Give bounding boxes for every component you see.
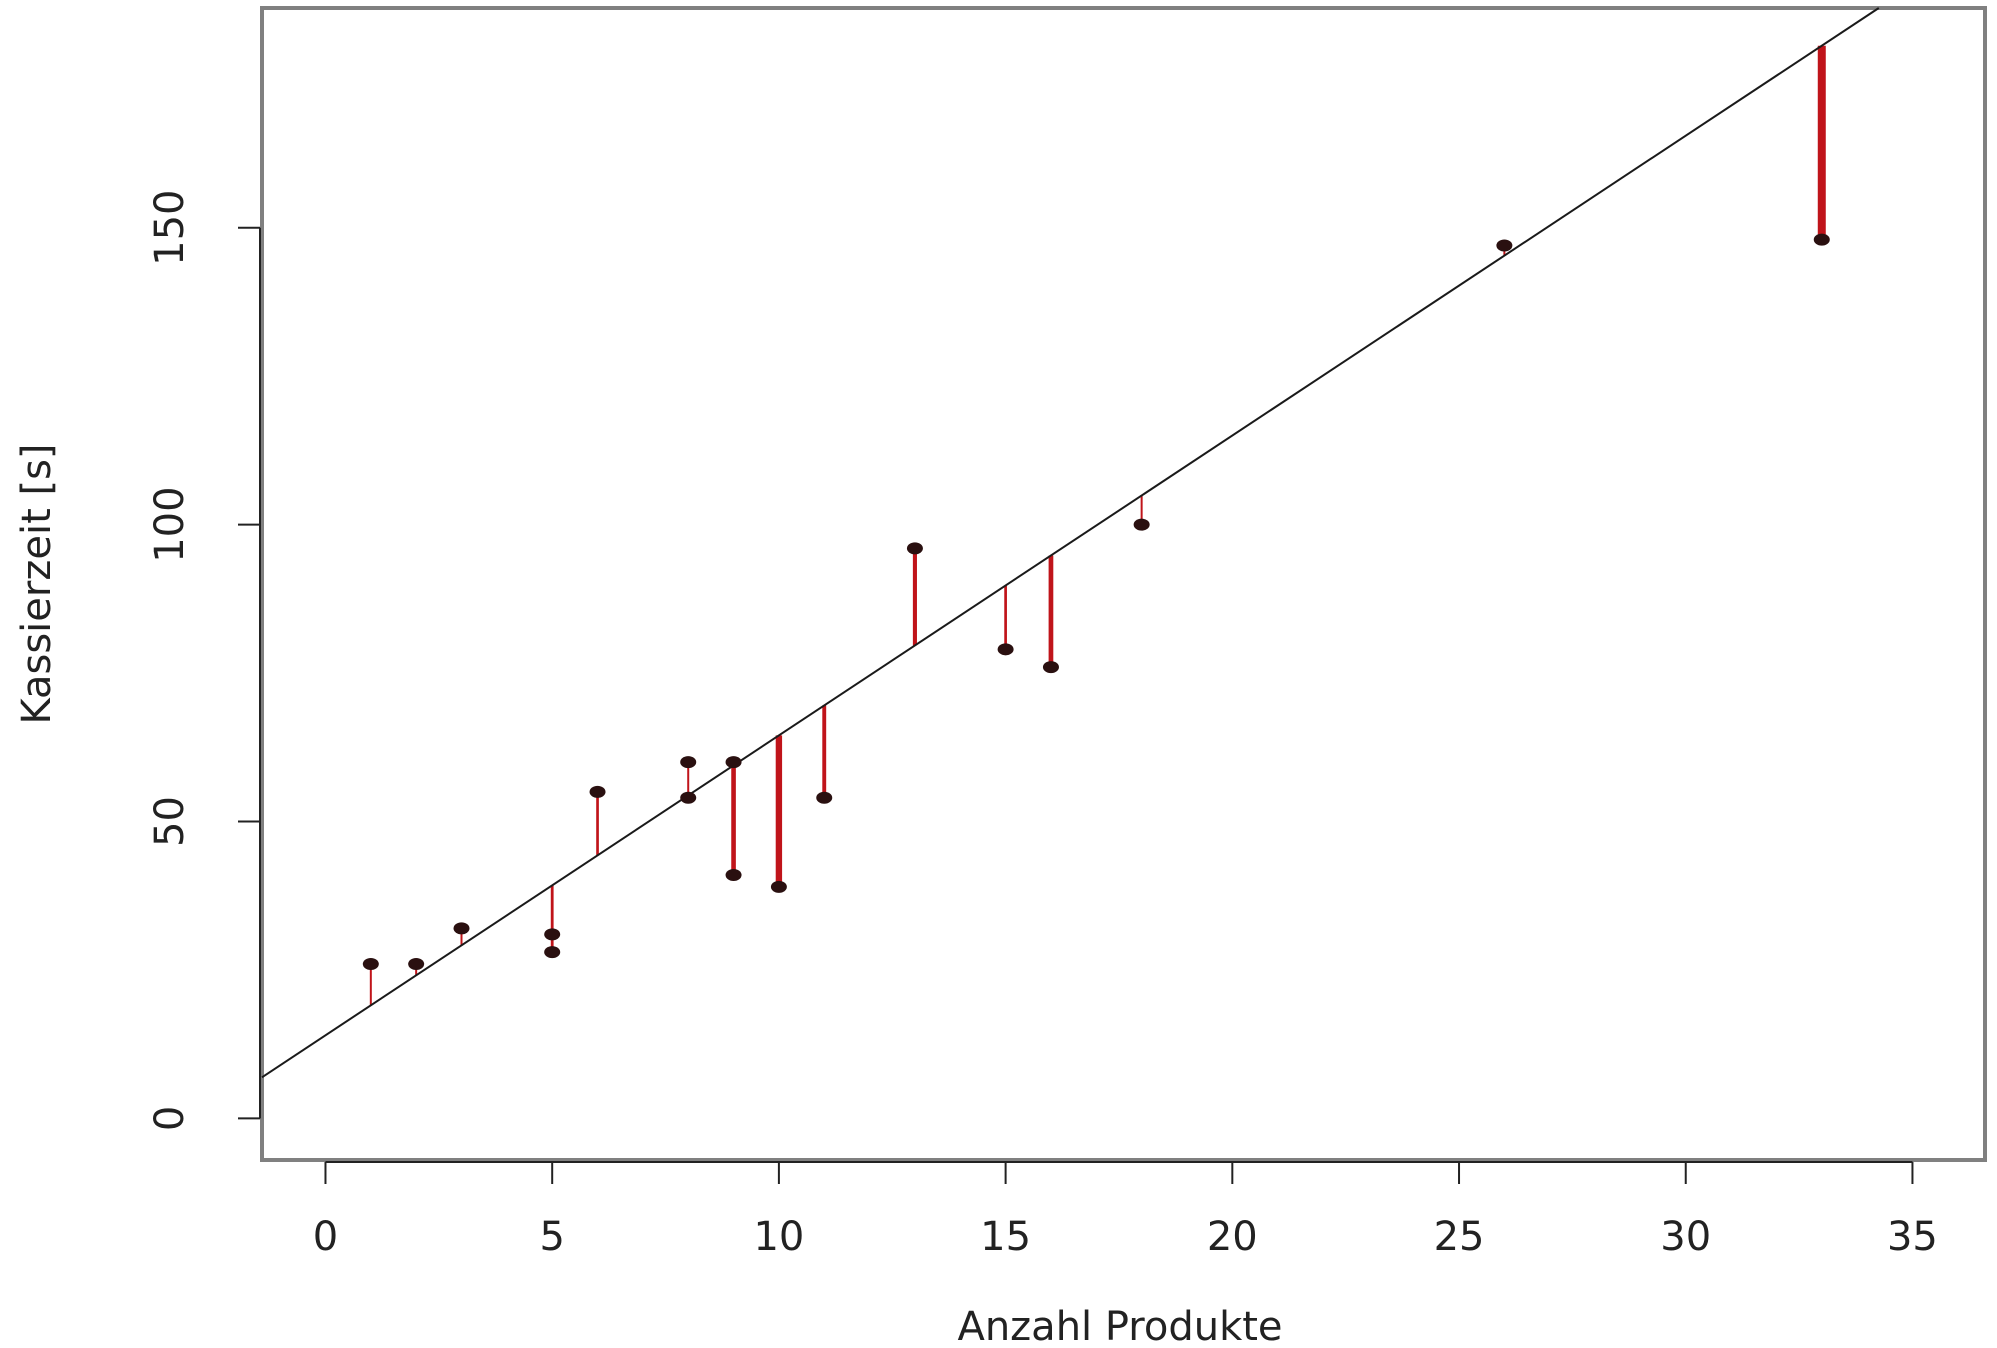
data-points [362, 233, 1830, 971]
x-tick-label-30: 30 [1660, 1214, 1711, 1260]
y-axis-label: Kassierzeit [s] [14, 443, 60, 724]
data-point-4 [544, 928, 561, 941]
data-point-9 [725, 756, 742, 769]
x-tick-label-5: 5 [539, 1214, 564, 1260]
x-tick-label-0: 0 [313, 1214, 338, 1260]
data-point-18 [1813, 233, 1830, 246]
x-axis: 0 5 10 15 20 25 30 35 [313, 1161, 1938, 1260]
y-axis: 0 50 100 150 [147, 190, 261, 1131]
data-point-5 [544, 946, 561, 959]
y-tick-label-100: 100 [147, 486, 193, 562]
data-point-7 [680, 756, 697, 769]
x-tick-label-15: 15 [980, 1214, 1031, 1260]
x-tick-label-10: 10 [753, 1214, 804, 1260]
data-point-11 [770, 880, 787, 893]
x-tick-label-35: 35 [1887, 1214, 1938, 1260]
plot-frame [260, 6, 1987, 1162]
residual-lines [369, 45, 1826, 1006]
y-tick-label-50: 50 [147, 796, 193, 847]
data-point-12 [816, 791, 833, 804]
data-point-14 [997, 643, 1014, 656]
x-axis-label: Anzahl Produkte [957, 1304, 1282, 1348]
data-point-15 [1042, 661, 1059, 674]
data-point-10 [725, 868, 742, 881]
data-point-17 [1496, 239, 1513, 252]
data-point-8 [680, 791, 697, 804]
data-point-1 [362, 958, 379, 971]
y-tick-label-150: 150 [147, 190, 193, 266]
data-point-3 [453, 922, 470, 935]
data-point-13 [906, 542, 923, 555]
data-point-2 [408, 958, 425, 971]
regression-line [261, 7, 1880, 1079]
x-tick-label-20: 20 [1207, 1214, 1258, 1260]
data-point-16 [1133, 518, 1150, 531]
data-point-6 [589, 785, 606, 798]
x-tick-label-25: 25 [1434, 1214, 1485, 1260]
y-tick-label-0: 0 [147, 1106, 193, 1131]
